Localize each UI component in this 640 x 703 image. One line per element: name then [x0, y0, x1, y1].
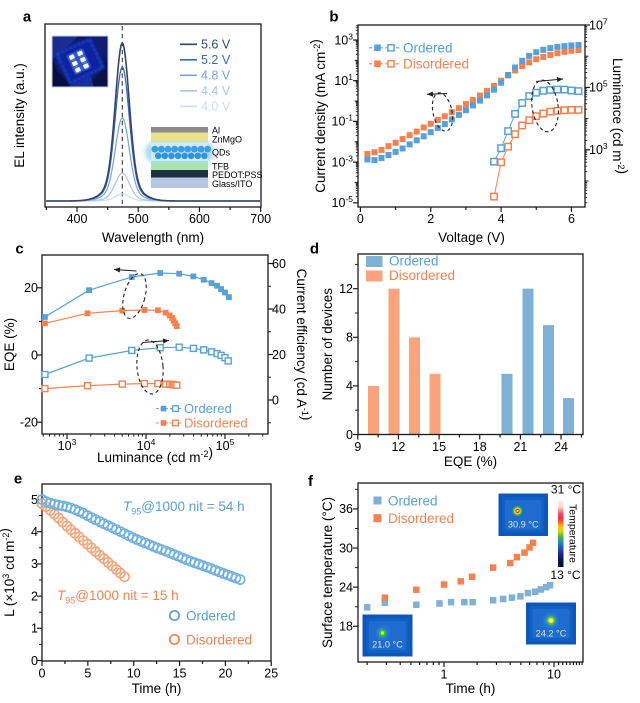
svg-text:EQE (%): EQE (%) [444, 454, 497, 469]
svg-text:4: 4 [31, 525, 38, 539]
svg-text:Ordered: Ordered [389, 254, 439, 269]
svg-text:25: 25 [264, 667, 278, 681]
svg-text:Disordered: Disordered [388, 511, 454, 526]
svg-text:24: 24 [339, 580, 353, 594]
svg-text:21: 21 [513, 440, 527, 454]
svg-text:b: b [329, 9, 338, 26]
svg-text:Ordered: Ordered [403, 40, 453, 55]
svg-text:Current density (mA cm-2): Current density (mA cm-2) [308, 39, 328, 193]
svg-text:1: 1 [441, 668, 448, 682]
svg-text:d: d [310, 241, 319, 258]
svg-text:24.2 °C: 24.2 °C [536, 629, 567, 639]
svg-text:Disordered: Disordered [389, 268, 455, 283]
svg-text:15: 15 [432, 440, 446, 454]
svg-text:21.0 °C: 21.0 °C [372, 640, 403, 650]
svg-text:20: 20 [272, 348, 286, 362]
svg-text:0: 0 [346, 428, 353, 442]
svg-text:Glass/ITO: Glass/ITO [212, 179, 252, 189]
svg-text:4.4 V: 4.4 V [201, 84, 231, 98]
svg-text:2: 2 [427, 212, 434, 226]
svg-text:TFB: TFB [212, 162, 229, 172]
svg-text:1: 1 [31, 622, 38, 636]
svg-text:Luminance (cd m-2): Luminance (cd m-2) [97, 445, 213, 465]
svg-text:Surface temperature (°C): Surface temperature (°C) [320, 497, 335, 648]
svg-text:60: 60 [272, 257, 286, 271]
svg-text:EL intensity (a.u.): EL intensity (a.u.) [12, 63, 27, 168]
svg-text:4: 4 [346, 379, 353, 393]
svg-text:600: 600 [189, 212, 210, 226]
svg-text:T95@1000 nit = 15 h: T95@1000 nit = 15 h [57, 588, 179, 606]
svg-text:20: 20 [24, 281, 38, 295]
svg-text:Disordered: Disordered [186, 632, 252, 647]
svg-text:Number of devices: Number of devices [320, 288, 335, 401]
svg-text:Ordered: Ordered [186, 608, 236, 623]
svg-text:EQE (%): EQE (%) [2, 318, 17, 371]
svg-text:10: 10 [547, 668, 561, 682]
svg-text:18: 18 [473, 440, 487, 454]
svg-text:400: 400 [67, 212, 88, 226]
svg-text:0: 0 [357, 212, 364, 226]
svg-text:e: e [14, 471, 22, 488]
svg-text:0: 0 [39, 667, 46, 681]
svg-text:Disordered: Disordered [184, 416, 248, 431]
svg-text:ZnMgO: ZnMgO [212, 135, 242, 145]
svg-text:31 °C: 31 °C [551, 483, 581, 497]
svg-text:-20: -20 [20, 416, 38, 430]
svg-text:Al: Al [212, 126, 220, 136]
svg-text:Time (h): Time (h) [132, 681, 182, 696]
svg-text:40: 40 [272, 302, 286, 316]
svg-text:30.9 °C: 30.9 °C [508, 520, 539, 530]
svg-text:c: c [15, 241, 23, 258]
svg-text:24: 24 [554, 440, 568, 454]
svg-text:Disordered: Disordered [403, 56, 469, 71]
svg-text:6: 6 [568, 212, 575, 226]
svg-text:Time (h): Time (h) [446, 681, 496, 696]
svg-text:0: 0 [31, 348, 38, 362]
svg-text:3: 3 [31, 557, 38, 571]
svg-text:0: 0 [31, 654, 38, 668]
svg-text:8: 8 [346, 331, 353, 345]
svg-text:L (×103 cd m-2): L (×103 cd m-2) [0, 528, 17, 617]
svg-text:Wavelength (nm): Wavelength (nm) [102, 230, 204, 245]
svg-text:9: 9 [354, 440, 361, 454]
svg-text:Temperature: Temperature [567, 504, 579, 563]
svg-text:5.2 V: 5.2 V [201, 53, 231, 67]
svg-text:10: 10 [127, 667, 141, 681]
svg-text:a: a [23, 9, 32, 26]
svg-text:5: 5 [84, 667, 91, 681]
svg-text:Current efficiency (cd A-1): Current efficiency (cd A-1) [294, 269, 314, 421]
svg-text:20: 20 [218, 667, 232, 681]
svg-text:36: 36 [339, 502, 353, 516]
svg-text:f: f [308, 473, 314, 490]
svg-text:QDs: QDs [212, 148, 231, 158]
svg-text:Luminance (cd m-2): Luminance (cd m-2) [610, 58, 630, 174]
svg-text:4.8 V: 4.8 V [201, 69, 231, 83]
svg-text:30: 30 [339, 541, 353, 555]
svg-text:13 °C: 13 °C [550, 568, 580, 582]
svg-text:700: 700 [250, 212, 271, 226]
svg-text:T95@1000 nit = 54 h: T95@1000 nit = 54 h [123, 499, 245, 517]
svg-text:500: 500 [128, 212, 149, 226]
svg-text:15: 15 [173, 667, 187, 681]
svg-text:12: 12 [339, 282, 353, 296]
svg-text:4: 4 [498, 212, 505, 226]
svg-text:5: 5 [31, 493, 38, 507]
svg-text:12: 12 [391, 440, 405, 454]
svg-text:0: 0 [272, 393, 279, 407]
svg-text:PEDOT:PSS: PEDOT:PSS [212, 170, 263, 180]
svg-text:Ordered: Ordered [388, 493, 438, 508]
svg-text:18: 18 [339, 620, 353, 634]
svg-text:Ordered: Ordered [184, 401, 232, 416]
svg-text:Voltage (V): Voltage (V) [438, 230, 505, 245]
svg-text:4.0 V: 4.0 V [201, 100, 231, 114]
svg-text:5.6 V: 5.6 V [201, 38, 231, 52]
svg-text:2: 2 [31, 589, 38, 603]
